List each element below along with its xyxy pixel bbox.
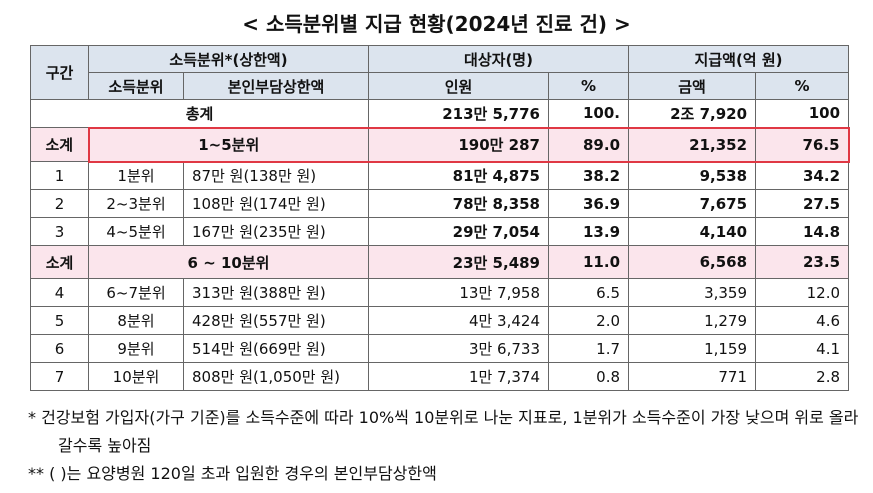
cell: 12.0: [755, 278, 850, 307]
cell: 38.2: [547, 161, 630, 190]
cell: 14.8: [755, 217, 850, 246]
row: 7 10분위 808만 원(1,050만 원) 1만 7,374 0.8 771 2.8: [30, 362, 850, 391]
cell: 2.8: [755, 362, 850, 391]
cell: 167만 원(235만 원): [183, 217, 369, 246]
cell: 9,538: [628, 161, 757, 190]
subtotal-row: 소계 1~5분위 190만 287 89.0 21,352 76.5: [30, 126, 850, 163]
header-cell: 인원: [368, 72, 549, 100]
cell: 87만 원(138만 원): [183, 161, 369, 190]
cell: 514만 원(669만 원): [183, 334, 369, 363]
cell: 808만 원(1,050만 원): [183, 362, 369, 391]
header-cell: 대상자(명): [367, 45, 630, 73]
cell: 13만 7,958: [368, 278, 549, 307]
cell: 89.0: [547, 126, 630, 163]
cell: 총계: [30, 99, 369, 128]
cell: 428만 원(557만 원): [183, 306, 369, 335]
row: 1 1분위 87만 원(138만 원) 81만 4,875 38.2 9,538 34.2: [30, 161, 850, 190]
table: 구간 소득분위*(상한액) 대상자(명) 지급액(억 원) 소득분위 본인부담상…: [30, 45, 850, 391]
cell: 2: [30, 189, 89, 218]
row: 4 6~7분위 313만 원(388만 원) 13만 7,958 6.5 3,359 12.…: [30, 278, 850, 307]
footnote: ** ( )는 요양병원 120일 초과 입원한 경우의 본인부담상한액: [28, 464, 437, 483]
cell: 6 ~ 10분위: [88, 245, 369, 279]
cell: 81만 4,875: [368, 161, 549, 190]
cell: 34.2: [755, 161, 850, 190]
cell: 3,359: [628, 278, 757, 307]
cell: 1: [30, 161, 89, 190]
cell: 3: [30, 217, 89, 246]
cell: 6~7분위: [88, 278, 184, 307]
cell: 4~5분위: [88, 217, 184, 246]
cell: 13.9: [547, 217, 630, 246]
cell: 소계: [30, 127, 89, 162]
cell: 10분위: [88, 362, 184, 391]
cell: 23만 5,489: [368, 245, 549, 279]
cell: 100: [755, 99, 850, 128]
cell: 23.5: [755, 245, 850, 279]
cell: 1분위: [88, 161, 184, 190]
cell: 7: [30, 362, 89, 391]
header-cell: 금액: [628, 72, 757, 100]
cell: 4만 3,424: [368, 306, 549, 335]
cell: 8분위: [88, 306, 184, 335]
cell: 6.5: [547, 278, 630, 307]
cell: 27.5: [755, 189, 850, 218]
header-cell: %: [755, 72, 850, 100]
cell: 313만 원(388만 원): [183, 278, 369, 307]
row: 2 2~3분위 108만 원(174만 원) 78만 8,358 36.9 7,675 27…: [30, 189, 850, 218]
cell: 213만 5,776: [368, 99, 549, 128]
cell: 6,568: [628, 245, 757, 279]
notes: * 건강보험 가입자(가구 기준)를 소득수준에 따라 10%씩 10분위로 나…: [28, 404, 863, 488]
header-cell: 지급액(억 원): [628, 45, 850, 73]
cell: 1만 7,374: [368, 362, 549, 391]
subtotal-row: 소계 6 ~ 10분위 23만 5,489 11.0 6,568 23.5: [30, 245, 850, 279]
cell: 2~3분위: [88, 189, 184, 218]
cell: 4,140: [628, 217, 757, 246]
header-cell: 구간: [30, 45, 89, 100]
cell: 100.: [547, 99, 630, 128]
total-row: 총계 213만 5,776 100. 2조 7,920 100: [30, 99, 850, 128]
cell: 3만 6,733: [368, 334, 549, 363]
header-cell: 본인부담상한액: [183, 72, 369, 100]
cell: 36.9: [547, 189, 630, 218]
cell: 1.7: [547, 334, 630, 363]
cell: 2.0: [547, 306, 630, 335]
cell: 76.5: [755, 126, 850, 163]
cell: 소계: [30, 245, 89, 279]
cell: 1~5분위: [87, 126, 369, 163]
cell: 5: [30, 306, 89, 335]
header-cell: %: [547, 72, 630, 100]
cell: 0.8: [547, 362, 630, 391]
cell: 9분위: [88, 334, 184, 363]
row: 3 4~5분위 167만 원(235만 원) 29만 7,054 13.9 4,140 14…: [30, 217, 850, 246]
header-cell: 소득분위: [88, 72, 184, 100]
cell: 108만 원(174만 원): [183, 189, 369, 218]
cell: 4: [30, 278, 89, 307]
cell: 7,675: [628, 189, 757, 218]
cell: 4.1: [755, 334, 850, 363]
cell: 11.0: [547, 245, 630, 279]
cell: 29만 7,054: [368, 217, 549, 246]
cell: 1,279: [628, 306, 757, 335]
cell: 190만 287: [368, 126, 549, 163]
table-body: 총계 213만 5,776 100. 2조 7,920 100 소계 1~5분위 190만 2…: [30, 99, 850, 391]
title: < 소득분위별 지급 현황(2024년 진료 건) >: [242, 12, 631, 36]
cell: 771: [628, 362, 757, 391]
row: 5 8분위 428만 원(557만 원) 4만 3,424 2.0 1,279 4.6: [30, 306, 850, 335]
cell: 78만 8,358: [368, 189, 549, 218]
cell: 4.6: [755, 306, 850, 335]
header-cell: 소득분위*(상한액): [88, 45, 369, 73]
cell: 6: [30, 334, 89, 363]
cell: 1,159: [628, 334, 757, 363]
cell: 21,352: [628, 126, 757, 163]
footnote: * 건강보험 가입자(가구 기준)를 소득수준에 따라 10%씩 10분위로 나…: [28, 408, 859, 455]
cell: 2조 7,920: [628, 99, 757, 128]
row: 6 9분위 514만 원(669만 원) 3만 6,733 1.7 1,159 4.1: [30, 334, 850, 363]
